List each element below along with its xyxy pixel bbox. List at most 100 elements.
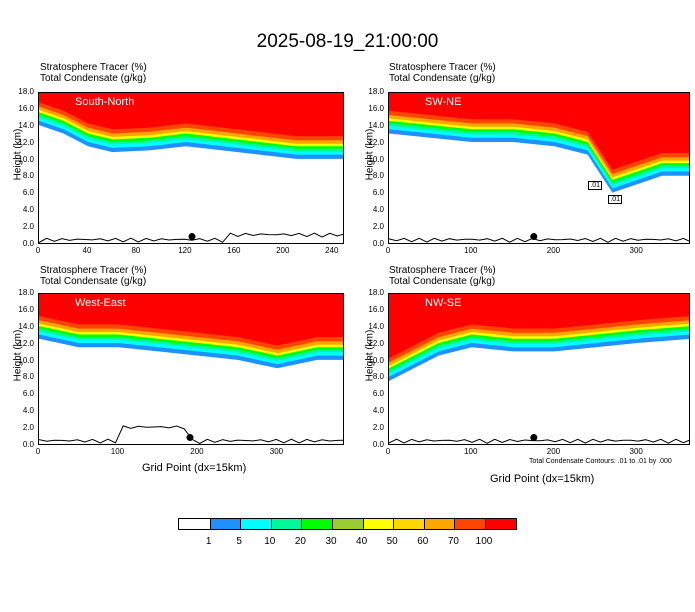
y-tick-label: 16.0: [368, 103, 384, 113]
colorbar-swatch: [484, 519, 516, 529]
y-tick-label: 12.0: [368, 137, 384, 147]
y-tick-label: 18.0: [368, 288, 384, 297]
contour-label: .01: [608, 195, 623, 205]
x-tick-label: 100: [464, 246, 478, 255]
plot-area: West-East: [38, 293, 344, 445]
colorbar-swatch: [209, 519, 241, 529]
tracer-band: [389, 93, 689, 170]
y-tick-label: 16.0: [368, 304, 384, 314]
y-tick-label: 6.0: [22, 188, 34, 198]
heatmap-svg: [389, 93, 689, 243]
colorbar-swatch: [393, 519, 424, 529]
y-tick-label: 10.0: [368, 355, 384, 365]
heatmap-svg: [389, 294, 689, 444]
colorbar-swatch: [454, 519, 485, 529]
y-tick-label: 12.0: [368, 338, 384, 348]
y-tick-label: 6.0: [372, 188, 384, 198]
subtitle-tracer: Stratosphere Tracer (%): [40, 265, 147, 276]
colorbar-swatch: [270, 519, 302, 529]
terrain-line: [39, 232, 343, 243]
location-marker: [530, 233, 538, 241]
panel-subtitle: Stratosphere Tracer (%) Total Condensate …: [40, 265, 147, 287]
y-tick-label: 4.0: [372, 406, 384, 416]
y-tick-label: 10.0: [18, 154, 34, 164]
y-tick-label: 18.0: [368, 87, 384, 96]
x-axis-title: Grid Point (dx=15km): [142, 462, 247, 474]
colorbar-label: 60: [417, 536, 429, 547]
x-tick-label: 200: [276, 246, 290, 255]
y-tick-label: 12.0: [18, 137, 34, 147]
plot-area: SW-NE .01 .01: [388, 92, 690, 244]
x-tick-label: 100: [110, 447, 125, 456]
x-tick-label: 0: [385, 246, 391, 255]
heatmap-svg: [39, 93, 343, 243]
colorbar: [178, 518, 517, 530]
colorbar-swatch: [423, 519, 455, 529]
tracer-band: [39, 294, 343, 346]
colorbar-label: 100: [475, 536, 493, 547]
y-tick-label: 6.0: [372, 389, 384, 399]
plot-area: NW-SE: [388, 293, 690, 445]
panel-name: SW-NE: [425, 96, 462, 108]
contour-label: .01: [588, 181, 603, 191]
x-tick-label: 240: [325, 246, 339, 255]
y-tick-label: 16.0: [18, 304, 34, 314]
x-tick-label: 100: [464, 447, 478, 456]
colorbar-label: 40: [356, 536, 368, 547]
x-tick-label: 200: [546, 246, 561, 255]
x-tick-label: 120: [178, 246, 192, 255]
subtitle-tracer: Stratosphere Tracer (%): [389, 265, 496, 276]
y-axis-title: Height (km): [364, 329, 376, 382]
colorbar-swatch: [362, 519, 394, 529]
panel-name: West-East: [75, 297, 126, 309]
y-tick-label: 6.0: [22, 389, 34, 399]
x-tick-label: 0: [385, 447, 391, 456]
location-marker: [530, 434, 538, 442]
y-tick-label: 4.0: [372, 205, 384, 215]
subtitle-tracer: Stratosphere Tracer (%): [389, 62, 496, 73]
colorbar-swatch: [331, 519, 363, 529]
x-tick-label: 0: [35, 447, 41, 456]
y-tick-label: 0.0: [372, 440, 384, 449]
y-axis-title: Height (km): [12, 329, 24, 382]
colorbar-label: 5: [236, 536, 242, 547]
subtitle-condensate: Total Condensate (g/kg): [40, 276, 147, 287]
y-tick-label: 12.0: [18, 338, 34, 348]
colorbar-label: 10: [264, 536, 276, 547]
x-tick-label: 0: [35, 246, 41, 255]
y-tick-label: 14.0: [18, 321, 34, 331]
y-tick-label: 4.0: [22, 406, 34, 416]
y-tick-label: 4.0: [22, 205, 34, 215]
subtitle-condensate: Total Condensate (g/kg): [40, 73, 147, 84]
y-tick-label: 2.0: [22, 423, 34, 433]
y-tick-label: 8.0: [22, 372, 34, 382]
tracer-band: [39, 93, 343, 137]
colorbar-swatch: [240, 519, 271, 529]
location-marker: [186, 434, 194, 442]
y-tick-label: 8.0: [372, 171, 384, 181]
y-tick-label: 10.0: [18, 355, 34, 365]
y-tick-label: 8.0: [372, 372, 384, 382]
y-tick-label: 2.0: [22, 222, 34, 232]
y-tick-label: 2.0: [372, 423, 384, 433]
y-tick-label: 0.0: [22, 239, 34, 248]
heatmap-svg: [39, 294, 343, 444]
y-tick-label: 16.0: [18, 103, 34, 113]
y-tick-label: 2.0: [372, 222, 384, 232]
colorbar-swatch: [179, 519, 210, 529]
x-axis-title: Grid Point (dx=15km): [490, 473, 595, 485]
y-tick-label: 0.0: [22, 440, 34, 449]
location-marker: [188, 233, 196, 241]
y-axis-title: Height (km): [12, 128, 24, 181]
y-tick-label: 8.0: [22, 171, 34, 181]
y-tick-label: 14.0: [368, 120, 384, 130]
x-tick-label: 200: [546, 447, 561, 456]
y-tick-label: 14.0: [18, 120, 34, 130]
colorbar-label: 1: [205, 536, 212, 547]
y-tick-label: 0.0: [372, 239, 384, 248]
x-tick-label: 40: [82, 246, 92, 255]
y-tick-label: 18.0: [18, 87, 34, 96]
subtitle-condensate: Total Condensate (g/kg): [389, 73, 496, 84]
colorbar-label: 50: [386, 536, 398, 547]
x-tick-label: 200: [190, 447, 204, 456]
